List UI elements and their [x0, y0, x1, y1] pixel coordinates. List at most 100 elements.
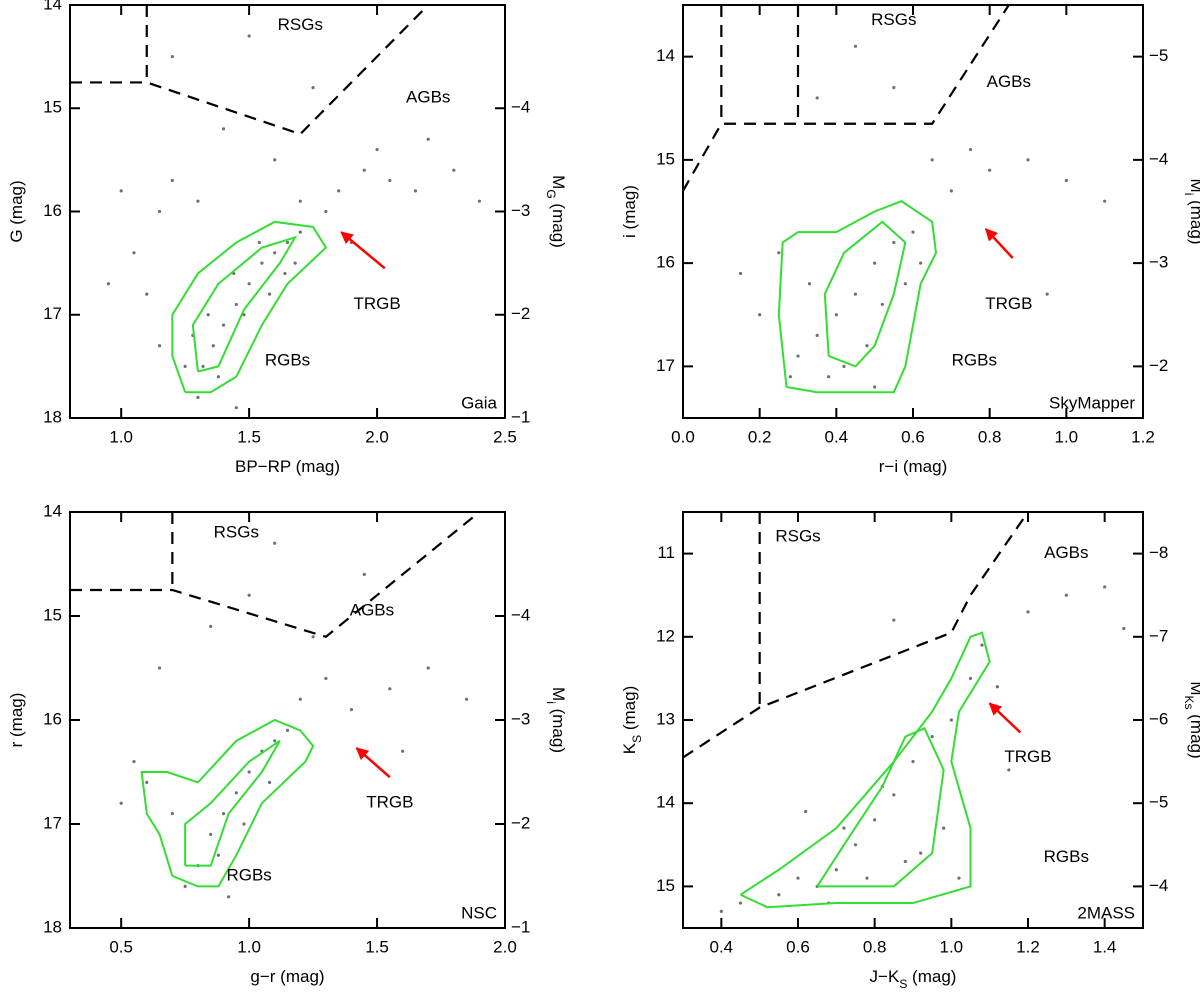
point	[842, 826, 846, 830]
axis-label: r (mag)	[7, 693, 26, 748]
point	[324, 209, 328, 214]
point	[170, 178, 174, 183]
point	[170, 55, 174, 59]
x-tick-label: 1.2	[1016, 937, 1040, 956]
point	[388, 178, 392, 183]
survey-label: NSC	[461, 903, 497, 922]
axis-label-part: i	[544, 701, 558, 704]
point	[293, 261, 297, 265]
point	[1122, 626, 1126, 631]
axes-frame	[69, 511, 506, 929]
point	[777, 893, 781, 897]
x-tick-label: 0.8	[978, 427, 1002, 446]
axis-label: Mi (mag)	[544, 687, 568, 753]
point	[311, 86, 315, 90]
point	[988, 168, 992, 172]
contour	[823, 220, 907, 368]
axis-label: Mi (mag)	[1182, 179, 1200, 245]
arrow	[340, 231, 386, 270]
point	[157, 209, 162, 214]
x-tick-label: 1.0	[109, 427, 133, 446]
y2-tick-label: −4	[1149, 876, 1168, 895]
point	[911, 760, 915, 764]
y-tick-label: 14	[656, 793, 675, 812]
y2-tick-label: −5	[1149, 793, 1168, 812]
x-tick-label: 2.5	[493, 427, 517, 446]
point	[298, 199, 302, 203]
point	[132, 251, 136, 255]
point	[183, 884, 187, 889]
y-tick-label: 16	[43, 201, 62, 220]
point	[834, 868, 838, 872]
point	[892, 86, 896, 90]
point	[145, 780, 149, 785]
y-tick-label: 14	[43, 501, 62, 520]
point	[903, 859, 907, 864]
axis-label-part: (mag)	[620, 686, 639, 735]
point	[738, 901, 743, 905]
axis-label: r−i (mag)	[879, 457, 947, 476]
y2-tick-label: −4	[511, 605, 530, 624]
arrow	[984, 228, 1014, 259]
survey-label: Gaia	[461, 393, 497, 412]
axis-label: BP−RP (mag)	[235, 457, 340, 476]
arrow	[988, 702, 1022, 734]
point	[1026, 158, 1030, 162]
y-tick-label: 15	[656, 149, 675, 168]
point	[452, 168, 456, 172]
point	[273, 251, 277, 255]
contour	[191, 235, 298, 373]
point	[375, 147, 379, 152]
axis-label: i (mag)	[620, 185, 639, 238]
survey-label: 2MASS	[1077, 903, 1135, 922]
y-tick-label: 17	[43, 304, 62, 323]
point	[216, 375, 221, 379]
axis-label-part: g−r (mag)	[250, 967, 324, 986]
survey-label: SkyMapper	[1049, 393, 1135, 412]
point	[758, 313, 762, 317]
annotation: RSGs	[214, 522, 259, 541]
axis-label-part: G	[544, 189, 558, 198]
point	[930, 158, 934, 162]
y-tick-label: 11	[657, 543, 675, 562]
x-tick-label: 1.0	[940, 937, 964, 956]
x-tick-label: 1.2	[1131, 427, 1155, 446]
point	[1064, 593, 1068, 597]
point	[285, 728, 290, 733]
point	[106, 282, 110, 286]
point	[206, 313, 210, 317]
point	[738, 271, 743, 276]
point	[132, 760, 136, 764]
point	[324, 676, 328, 681]
annotation: RSGs	[278, 15, 323, 34]
annotation: TRGB	[1004, 747, 1051, 766]
point	[968, 676, 973, 681]
y2-tick-label: −6	[1149, 709, 1168, 728]
y2-tick-label: −7	[1149, 626, 1168, 645]
point	[209, 624, 213, 629]
point	[285, 240, 290, 245]
y-tick-label: 15	[43, 605, 62, 624]
point	[247, 593, 251, 597]
point	[892, 793, 896, 797]
y2-tick-label: −3	[511, 709, 530, 728]
y2-tick-label: −5	[1149, 46, 1168, 65]
axis-label-part: S	[630, 735, 644, 743]
boundary-line	[70, 5, 430, 136]
axis-label-part: J−K	[870, 967, 900, 986]
point	[273, 739, 277, 743]
point	[211, 344, 215, 348]
axis-label-part: M	[549, 687, 568, 701]
annotation: RSGs	[775, 526, 820, 545]
axis-label-part: i	[1182, 193, 1196, 196]
point	[815, 333, 819, 337]
annotation: RSGs	[871, 10, 916, 29]
y-tick-label: 17	[656, 356, 675, 375]
point	[298, 697, 302, 701]
axis-label-part: BP−RP (mag)	[235, 457, 340, 476]
y-tick-label: 14	[43, 0, 62, 13]
point	[234, 302, 238, 307]
annotation: RGBs	[952, 351, 997, 370]
point	[968, 147, 973, 152]
point	[247, 282, 251, 286]
